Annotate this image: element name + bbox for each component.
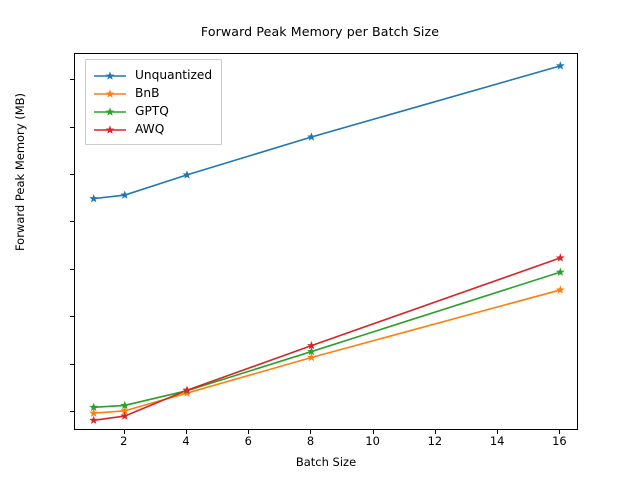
data-point-marker — [555, 285, 565, 294]
legend-label: AWQ — [135, 122, 165, 136]
x-tick-mark — [559, 430, 561, 434]
x-tick-mark — [123, 430, 125, 434]
series-awq — [89, 253, 565, 425]
y-axis-label: Forward Peak Memory (MB) — [13, 92, 27, 252]
x-tick-mark — [248, 430, 250, 434]
legend-label: BnB — [135, 86, 160, 100]
series-gptq — [89, 267, 565, 412]
x-tick-label: 2 — [120, 434, 128, 448]
data-point-marker — [307, 341, 316, 350]
legend-item-awq: AWQ — [93, 120, 212, 138]
x-tick-mark — [186, 430, 187, 434]
data-point-marker — [120, 406, 130, 415]
y-tick-mark — [70, 173, 74, 175]
legend-label: GPTQ — [135, 104, 169, 118]
data-point-marker — [555, 267, 565, 276]
x-tick-mark — [434, 430, 436, 434]
series-line — [92, 289, 562, 415]
data-point-marker — [120, 411, 130, 420]
y-tick-mark — [70, 268, 74, 270]
x-tick-mark — [497, 430, 499, 434]
data-point-marker — [89, 402, 99, 412]
data-point-marker — [307, 132, 316, 141]
data-point-marker — [307, 352, 316, 362]
data-point-marker — [89, 415, 99, 425]
data-point-marker — [307, 346, 316, 356]
plot-lines — [89, 61, 565, 425]
data-point-marker — [555, 253, 565, 262]
data-point-marker — [89, 194, 99, 203]
x-tick-label: 10 — [365, 434, 380, 448]
x-axis-label: Batch Size — [295, 455, 357, 469]
x-tick-label: 14 — [489, 434, 505, 448]
x-tick-label: 6 — [244, 434, 252, 448]
legend-label: Unquantized — [135, 68, 213, 82]
x-tick-label: 8 — [306, 434, 315, 448]
legend-item-bnb: BnB — [93, 84, 212, 102]
data-point-marker — [120, 400, 130, 410]
y-tick-mark — [70, 411, 74, 413]
data-point-marker — [182, 385, 192, 394]
data-point-marker — [120, 190, 130, 199]
legend-swatch-icon — [93, 86, 127, 100]
series-unquantized — [89, 61, 565, 203]
chart-legend: Unquantized BnB GPTQ AWQ — [85, 59, 223, 145]
y-tick-mark — [70, 126, 74, 128]
x-tick-mark — [310, 430, 312, 434]
y-tick-mark — [70, 316, 74, 318]
data-point-marker — [89, 408, 99, 417]
x-tick-label: 16 — [552, 434, 567, 448]
y-tick-mark — [70, 79, 74, 81]
y-tick-mark — [70, 363, 74, 365]
data-point-marker — [182, 170, 192, 179]
legend-swatch-icon — [93, 122, 127, 136]
legend-item-gptq: GPTQ — [93, 102, 212, 120]
legend-swatch-icon — [93, 68, 127, 82]
data-point-marker — [555, 61, 565, 70]
x-tick-label: 12 — [427, 434, 443, 448]
legend-item-unquantized: Unquantized — [93, 66, 212, 84]
legend-swatch-icon — [93, 104, 127, 118]
x-tick-label: 4 — [182, 434, 190, 448]
chart-title: Forward Peak Memory per Batch Size — [200, 24, 440, 39]
y-tick-mark — [70, 221, 74, 223]
x-tick-mark — [372, 430, 374, 434]
